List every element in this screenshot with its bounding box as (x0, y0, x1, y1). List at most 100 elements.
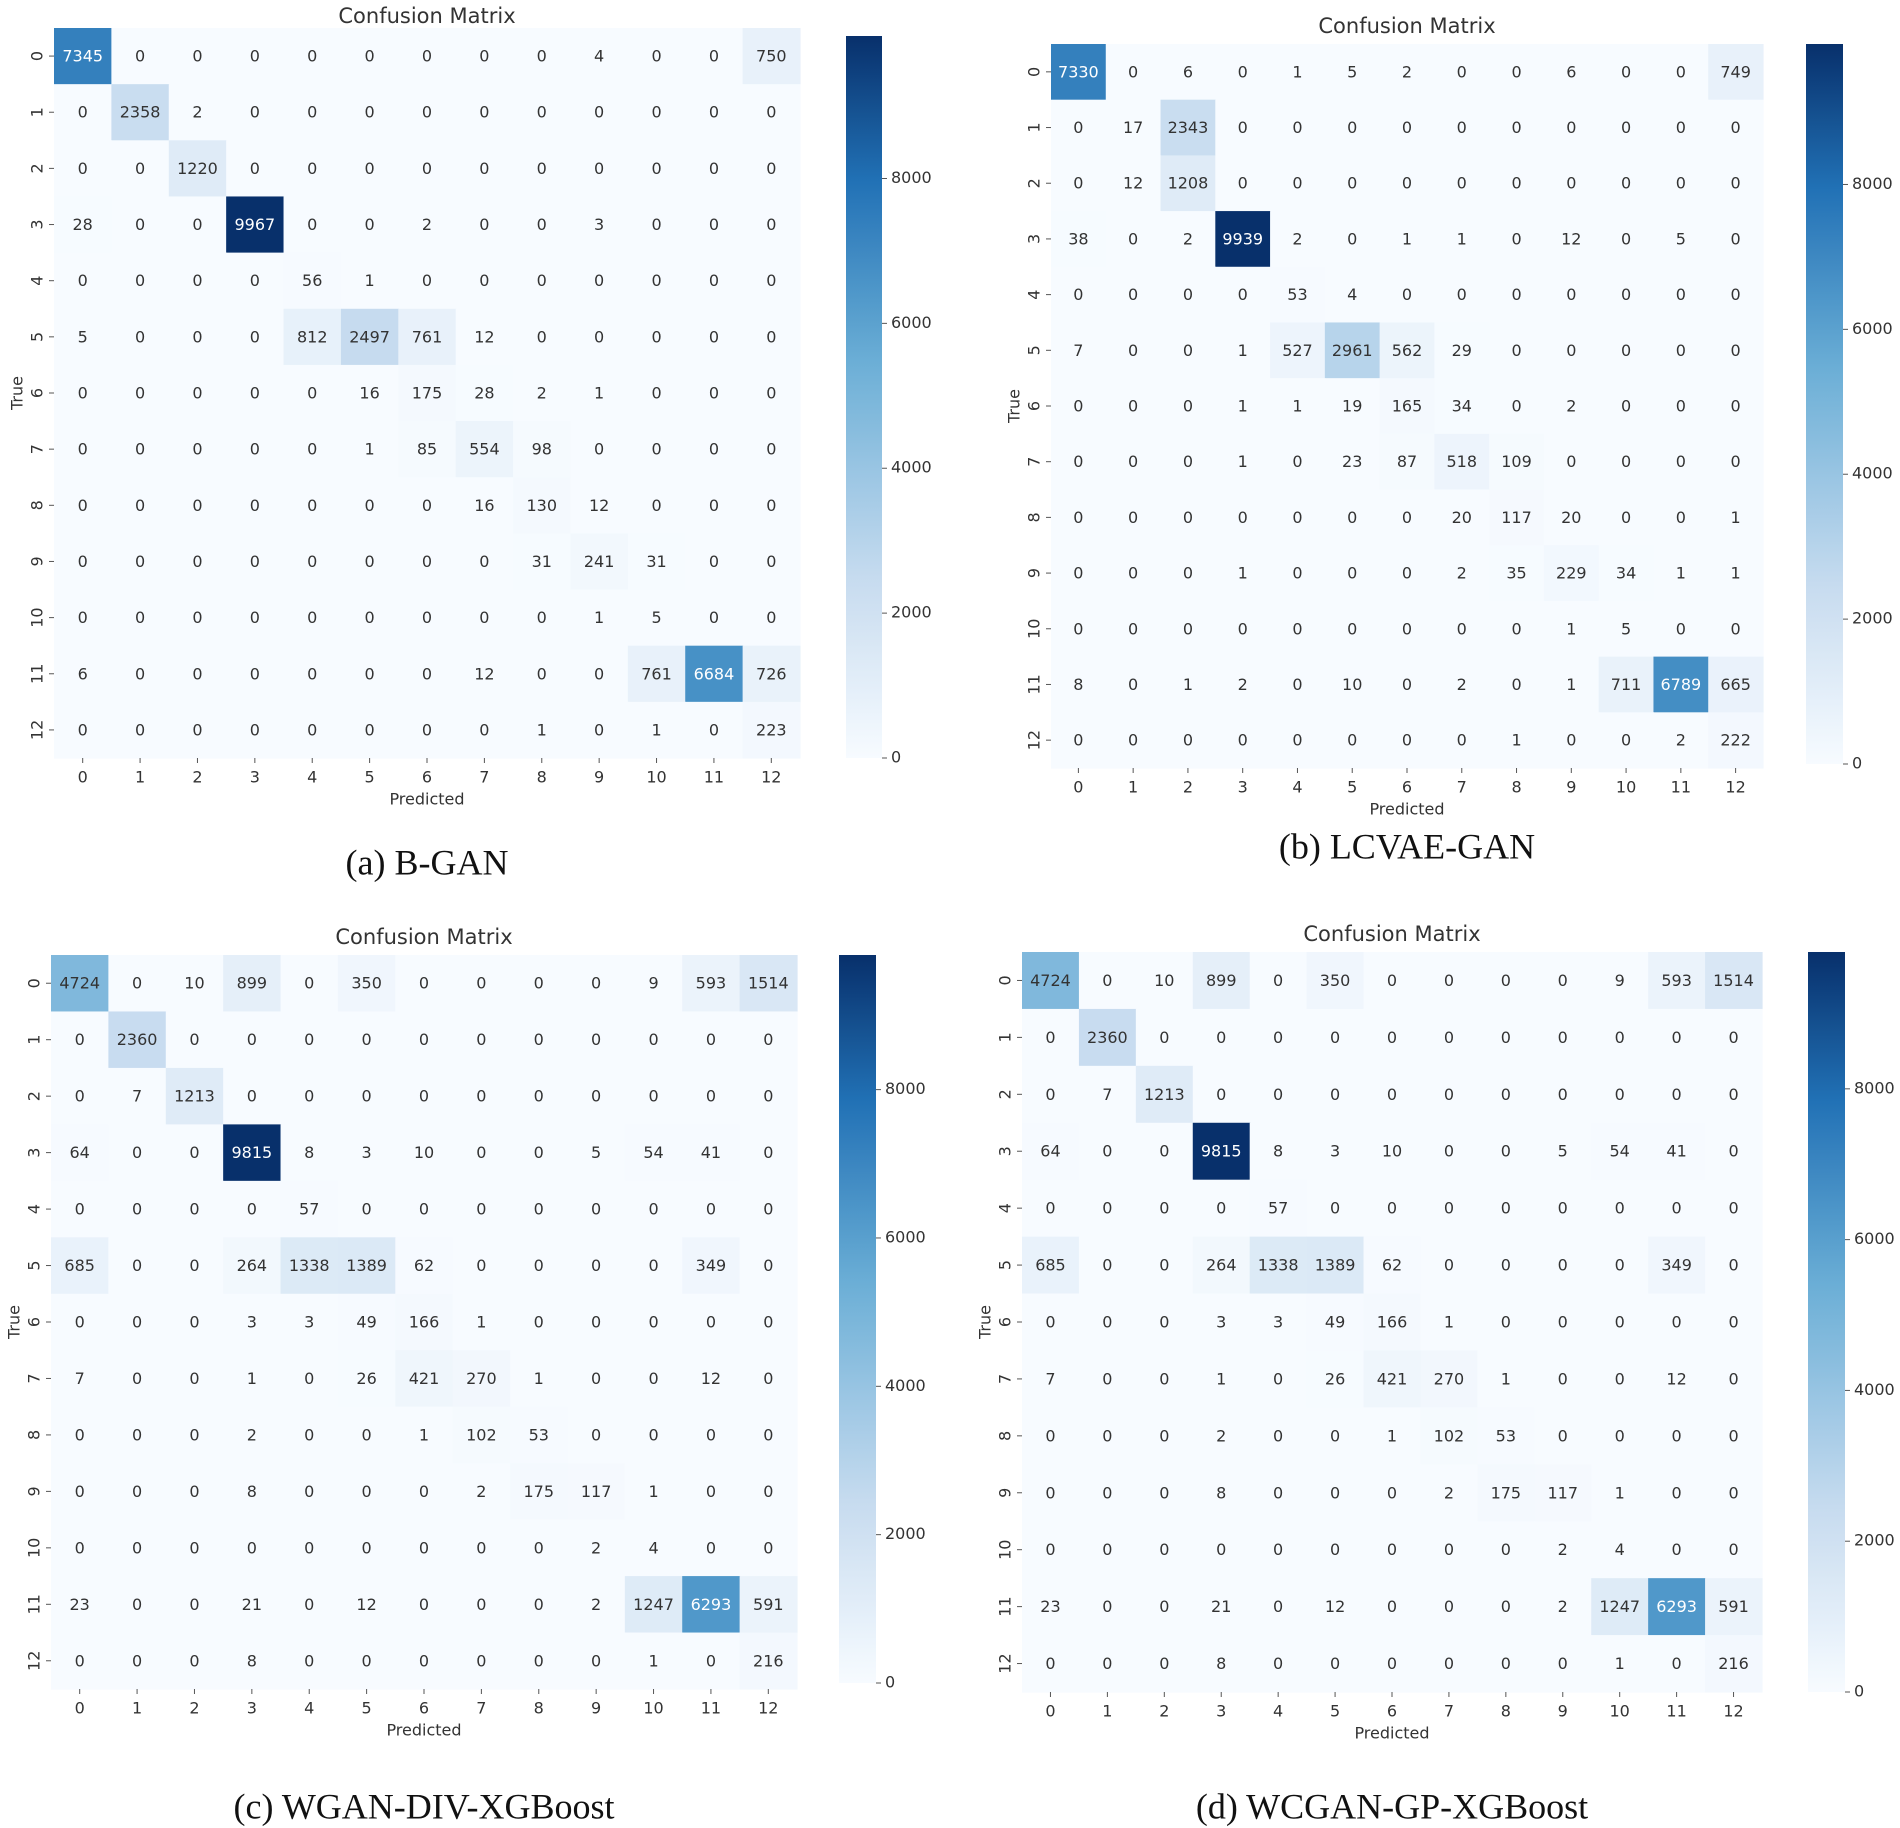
heatmap-cell (685, 421, 744, 478)
heatmap-cell (111, 533, 170, 591)
cell-value-label: 0 (365, 608, 375, 627)
cell-value-label: 29 (1452, 341, 1472, 360)
cell-value-label: 0 (1102, 971, 1112, 990)
heatmap-cell (1648, 1008, 1706, 1067)
heatmap-cell (1477, 1293, 1535, 1352)
heatmap-cell (54, 533, 112, 591)
cell-value-label: 0 (534, 1538, 544, 1557)
cell-value-label: 0 (591, 1425, 601, 1444)
heatmap-cell (682, 1576, 741, 1634)
cell-value-label: 0 (651, 103, 661, 122)
cell-value-label: 0 (1102, 1483, 1112, 1502)
heatmap-cell (513, 645, 572, 703)
heatmap-cell (739, 1519, 798, 1577)
cell-value-label: 0 (1672, 1654, 1682, 1673)
heatmap-cell (510, 1463, 569, 1521)
cell-value-label: 0 (362, 1200, 372, 1219)
heatmap-cell (1420, 1635, 1478, 1693)
cell-value-label: 0 (706, 1087, 716, 1106)
cell-value-label: 0 (1292, 452, 1302, 471)
heatmap-cell (1543, 489, 1600, 546)
heatmap-cell (398, 28, 457, 85)
heatmap-cell (1051, 656, 1107, 713)
cell-value-label: 0 (1457, 731, 1467, 750)
colorbar-tick-label: 8000 (885, 1079, 926, 1098)
cell-value-label: 0 (1676, 508, 1686, 527)
cell-value-label: 2 (1183, 229, 1193, 248)
x-tick-label: 0 (1045, 1702, 1055, 1721)
heatmap-cell (1489, 99, 1545, 156)
heatmap-cell (510, 1237, 569, 1295)
heatmap-cell (395, 1011, 454, 1069)
cell-value-label: 0 (763, 1030, 773, 1049)
cell-value-label: 0 (304, 1425, 314, 1444)
chart-title: Confusion Matrix (335, 925, 512, 949)
cell-value-label: 6 (1183, 62, 1193, 81)
x-tick-label: 1 (1102, 1702, 1112, 1721)
heatmap-cell (1363, 1464, 1422, 1522)
cell-value-label: 0 (1676, 452, 1686, 471)
heatmap-cell (226, 645, 285, 703)
cell-value-label: 0 (534, 1651, 544, 1670)
x-tick-label: 2 (1159, 1702, 1169, 1721)
cell-value-label: 64 (70, 1143, 90, 1162)
cell-value-label: 0 (1621, 285, 1631, 304)
cell-value-label: 593 (696, 974, 727, 993)
cell-value-label: 31 (532, 552, 552, 571)
heatmap-cell (1653, 712, 1709, 769)
cell-value-label: 0 (1402, 174, 1412, 193)
x-tick-label: 5 (365, 768, 375, 787)
y-tick-label: 10 (996, 1540, 1015, 1560)
cell-value-label: 0 (537, 159, 547, 178)
heatmap-cell (111, 589, 170, 647)
cell-value-label: 0 (1347, 229, 1357, 248)
cell-value-label: 0 (250, 159, 260, 178)
heatmap-cell (395, 1632, 454, 1690)
cell-value-label: 0 (1558, 1426, 1568, 1445)
heatmap-cell (1653, 322, 1709, 379)
heatmap-cell (570, 645, 629, 703)
cell-value-label: 0 (1511, 229, 1521, 248)
heatmap-cell (1270, 378, 1326, 435)
heatmap-cell (567, 1124, 626, 1182)
cell-value-label: 0 (1511, 62, 1521, 81)
heatmap-cell (1591, 1578, 1649, 1636)
heatmap-cell (165, 1180, 224, 1238)
heatmap-cell (398, 533, 457, 591)
heatmap-cell (1379, 545, 1435, 602)
heatmap-cell (685, 308, 744, 366)
cell-value-label: 0 (1444, 1028, 1454, 1047)
x-tick-label: 1 (1128, 778, 1138, 797)
cell-value-label: 1213 (1144, 1085, 1185, 1104)
heatmap-cell (627, 196, 686, 254)
heatmap-cell (1135, 1293, 1194, 1352)
heatmap-cell (624, 1576, 683, 1634)
cell-value-label: 2 (1444, 1483, 1454, 1502)
cell-value-label: 3 (362, 1143, 372, 1162)
heatmap-cell (1534, 1065, 1592, 1124)
cell-value-label: 0 (75, 1538, 85, 1557)
heatmap-cell (280, 1463, 339, 1521)
y-tick-label: 0 (996, 975, 1015, 985)
heatmap-cell (1708, 489, 1764, 546)
cell-value-label: 264 (237, 1256, 268, 1275)
heatmap-cell (739, 1293, 798, 1351)
heatmap-cell (685, 84, 744, 141)
cell-value-label: 0 (1045, 1028, 1055, 1047)
heatmap-cell (455, 533, 514, 591)
cell-value-label: 0 (1731, 229, 1741, 248)
heatmap-cell (1160, 211, 1216, 268)
cell-value-label: 0 (304, 974, 314, 993)
cell-value-label: 0 (1292, 619, 1302, 638)
heatmap-cell (452, 1632, 511, 1690)
cell-value-label: 1 (1457, 229, 1467, 248)
cell-value-label: 0 (1330, 1199, 1340, 1218)
cell-value-label: 10 (1154, 971, 1174, 990)
cell-value-label: 0 (1728, 1199, 1738, 1218)
cell-value-label: 0 (1159, 1483, 1169, 1502)
cell-value-label: 0 (1330, 1085, 1340, 1104)
heatmap-cell (627, 533, 686, 591)
cell-value-label: 0 (1621, 452, 1631, 471)
heatmap-cell (1434, 433, 1490, 491)
